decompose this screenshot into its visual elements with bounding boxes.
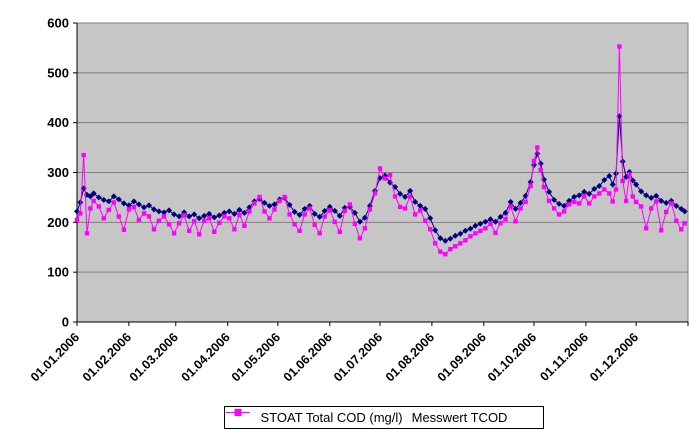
x-tick-label: 01.06.2006	[281, 330, 335, 384]
x-tick-label: 01.07.2006	[331, 330, 385, 384]
y-tick-label: 200	[47, 215, 69, 230]
chart-legend: STOAT Total COD (mg/l) Messwert TCOD	[224, 406, 544, 429]
y-tick-label: 300	[47, 165, 69, 180]
x-tick-label: 01.02.2006	[80, 330, 134, 384]
x-tick-label: 01.01.2006	[28, 330, 82, 384]
x-tick-label: 01.08.2006	[383, 330, 437, 384]
x-tick-label: 01.09.2006	[435, 330, 489, 384]
legend-item-messwert: Messwert TCOD	[226, 409, 508, 425]
x-tick-label: 01.03.2006	[127, 330, 181, 384]
x-tick-label: 01.04.2006	[179, 330, 233, 384]
y-tick-label: 600	[47, 16, 69, 31]
legend-label-stoat: STOAT Total COD (mg/l)	[260, 410, 403, 425]
legend-item-stoat: STOAT Total COD (mg/l)	[226, 408, 403, 425]
x-tick-label: 01.10.2006	[485, 330, 539, 384]
x-tick-label: 01.11.2006	[537, 330, 591, 384]
y-tick-label: 500	[47, 65, 69, 80]
legend-label-messwert: Messwert TCOD	[411, 410, 508, 425]
y-tick-label: 0	[62, 315, 69, 330]
y-tick-label: 100	[47, 265, 69, 280]
messwert-line-square-icon	[226, 409, 250, 416]
x-tick-label: 01.05.2006	[229, 330, 283, 384]
y-tick-label: 400	[47, 115, 69, 130]
x-tick-label: 01.12.2006	[587, 330, 641, 384]
series-markers-0	[74, 113, 688, 244]
